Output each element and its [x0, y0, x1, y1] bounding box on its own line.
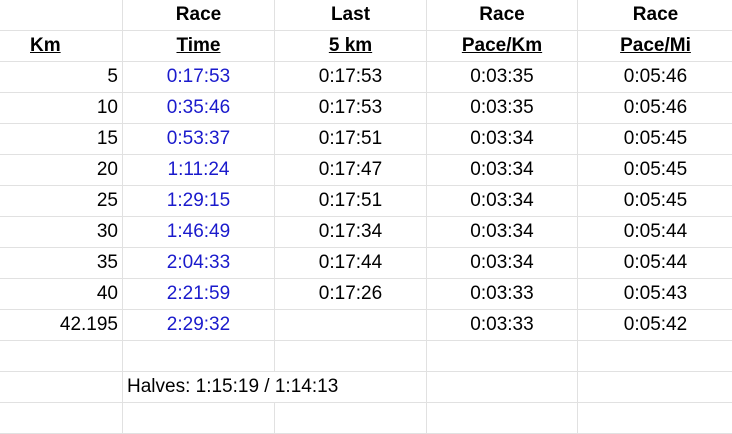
km-cell[interactable]: 40 [0, 279, 123, 310]
km-cell[interactable]: 20 [0, 155, 123, 186]
pace-mi-cell[interactable]: 0:05:46 [578, 62, 732, 93]
empty-row [0, 341, 732, 372]
last-5km-cell[interactable]: 0:17:53 [275, 62, 427, 93]
header-cell-last-5km-top[interactable]: Last [275, 0, 427, 31]
table-row: 20 1:11:24 0:17:47 0:03:34 0:05:45 [0, 155, 732, 186]
empty-cell[interactable] [427, 372, 578, 403]
km-cell[interactable]: 25 [0, 186, 123, 217]
empty-cell[interactable] [427, 403, 578, 434]
pace-km-cell[interactable]: 0:03:33 [427, 279, 578, 310]
race-time-cell[interactable]: 2:21:59 [123, 279, 275, 310]
last-5km-cell[interactable]: 0:17:51 [275, 124, 427, 155]
header-cell-km-top[interactable] [0, 0, 123, 31]
pace-mi-cell[interactable]: 0:05:42 [578, 310, 732, 341]
km-cell[interactable]: 15 [0, 124, 123, 155]
empty-cell[interactable] [578, 403, 732, 434]
km-cell[interactable]: 10 [0, 93, 123, 124]
race-time-cell[interactable]: 1:29:15 [123, 186, 275, 217]
last-5km-cell[interactable]: 0:17:34 [275, 217, 427, 248]
pace-km-cell[interactable]: 0:03:34 [427, 217, 578, 248]
race-time-cell[interactable]: 1:46:49 [123, 217, 275, 248]
table-row: 5 0:17:53 0:17:53 0:03:35 0:05:46 [0, 62, 732, 93]
empty-cell[interactable] [275, 403, 427, 434]
header-pace-mi-label: Pace/Mi [620, 35, 691, 56]
race-time-cell[interactable]: 0:53:37 [123, 124, 275, 155]
header-cell-last-5km[interactable]: 5 km [275, 31, 427, 62]
pace-km-cell[interactable]: 0:03:34 [427, 155, 578, 186]
header-time-label: Time [176, 35, 220, 56]
table-row: 42.195 2:29:32 0:03:33 0:05:42 [0, 310, 732, 341]
empty-cell[interactable] [123, 403, 275, 434]
empty-cell[interactable] [123, 341, 275, 372]
pace-mi-cell[interactable]: 0:05:44 [578, 217, 732, 248]
empty-cell[interactable] [0, 341, 123, 372]
last-5km-cell[interactable]: 0:17:47 [275, 155, 427, 186]
header-cell-race-time-top[interactable]: Race [123, 0, 275, 31]
empty-cell[interactable] [0, 372, 123, 403]
pace-km-cell[interactable]: 0:03:35 [427, 93, 578, 124]
pace-mi-cell[interactable]: 0:05:46 [578, 93, 732, 124]
pace-km-cell[interactable]: 0:03:34 [427, 186, 578, 217]
header-km-label: Km [30, 35, 61, 56]
pace-mi-cell[interactable]: 0:05:45 [578, 124, 732, 155]
last-5km-cell[interactable]: 0:17:44 [275, 248, 427, 279]
header-cell-pace-km-top[interactable]: Race [427, 0, 578, 31]
pace-km-cell[interactable]: 0:03:34 [427, 248, 578, 279]
empty-cell[interactable] [427, 341, 578, 372]
table-row: 10 0:35:46 0:17:53 0:03:35 0:05:46 [0, 93, 732, 124]
header-row-1: Race Last Race Race [0, 0, 732, 31]
last-5km-cell[interactable]: 0:17:51 [275, 186, 427, 217]
race-time-cell[interactable]: 1:11:24 [123, 155, 275, 186]
pace-mi-cell[interactable]: 0:05:44 [578, 248, 732, 279]
last-5km-cell[interactable]: 0:17:53 [275, 93, 427, 124]
header-cell-pace-mi-top[interactable]: Race [578, 0, 732, 31]
empty-cell[interactable] [0, 403, 123, 434]
empty-cell[interactable] [578, 341, 732, 372]
race-time-cell[interactable]: 0:35:46 [123, 93, 275, 124]
pace-mi-cell[interactable]: 0:05:43 [578, 279, 732, 310]
empty-cell[interactable] [275, 341, 427, 372]
pace-km-cell[interactable]: 0:03:35 [427, 62, 578, 93]
header-cell-race-time[interactable]: Time [123, 31, 275, 62]
pace-km-cell[interactable]: 0:03:33 [427, 310, 578, 341]
header-cell-km[interactable]: Km [0, 31, 123, 62]
empty-row [0, 403, 732, 434]
pace-mi-cell[interactable]: 0:05:45 [578, 155, 732, 186]
halves-note-cell[interactable]: Halves: 1:15:19 / 1:14:13 [123, 372, 427, 403]
table-row: 35 2:04:33 0:17:44 0:03:34 0:05:44 [0, 248, 732, 279]
halves-row: Halves: 1:15:19 / 1:14:13 [0, 372, 732, 403]
table-row: 25 1:29:15 0:17:51 0:03:34 0:05:45 [0, 186, 732, 217]
pace-mi-cell[interactable]: 0:05:45 [578, 186, 732, 217]
table-row: 15 0:53:37 0:17:51 0:03:34 0:05:45 [0, 124, 732, 155]
km-cell[interactable]: 30 [0, 217, 123, 248]
km-cell[interactable]: 35 [0, 248, 123, 279]
header-cell-pace-km[interactable]: Pace/Km [427, 31, 578, 62]
header-row-2: Km Time 5 km Pace/Km Pace/Mi [0, 31, 732, 62]
table-row: 40 2:21:59 0:17:26 0:03:33 0:05:43 [0, 279, 732, 310]
pace-km-cell[interactable]: 0:03:34 [427, 124, 578, 155]
race-time-cell[interactable]: 0:17:53 [123, 62, 275, 93]
km-cell[interactable]: 5 [0, 62, 123, 93]
km-cell[interactable]: 42.195 [0, 310, 123, 341]
header-cell-pace-mi[interactable]: Pace/Mi [578, 31, 732, 62]
header-last5-label: 5 km [329, 35, 372, 56]
race-time-cell[interactable]: 2:04:33 [123, 248, 275, 279]
last-5km-cell[interactable]: 0:17:26 [275, 279, 427, 310]
table-row: 30 1:46:49 0:17:34 0:03:34 0:05:44 [0, 217, 732, 248]
race-time-cell[interactable]: 2:29:32 [123, 310, 275, 341]
last-5km-cell[interactable] [275, 310, 427, 341]
empty-cell[interactable] [578, 372, 732, 403]
header-pace-km-label: Pace/Km [462, 35, 542, 56]
